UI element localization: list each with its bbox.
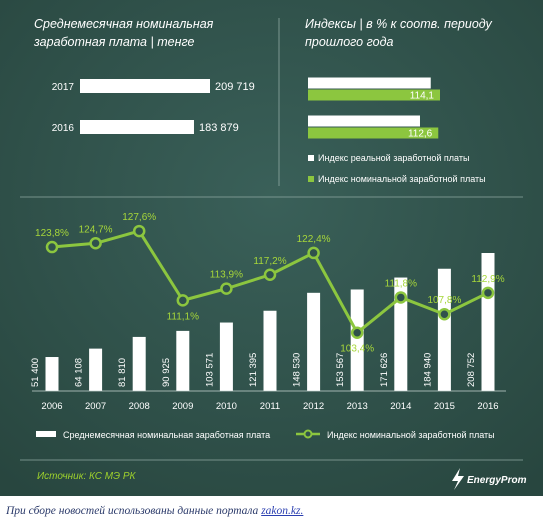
salary-value-label: 148 530	[292, 353, 303, 387]
energyprom-logo: EnergyProm	[452, 468, 527, 490]
salary-value-label: 103 571	[204, 353, 215, 387]
tl-year-label: 2017	[52, 82, 75, 93]
tl-bar	[80, 79, 210, 93]
top-right-title-line2: прошлого года	[305, 35, 393, 49]
legend-real-swatch	[308, 155, 314, 161]
tl-bar	[80, 120, 194, 134]
legend-bar-label: Среднемесячная номинальная заработная пл…	[63, 430, 270, 440]
salary-bar	[45, 357, 59, 391]
index-value-label: 107,8%	[427, 295, 461, 306]
legend-nominal-label: Индекс номинальной заработной платы	[318, 174, 486, 184]
x-tick-label: 2011	[260, 401, 280, 412]
tr-real-value-label: 96,8	[395, 117, 415, 128]
index-point	[132, 224, 146, 238]
index-point	[394, 291, 408, 304]
index-value-label: 124,7%	[79, 224, 113, 235]
top-left-chart: 2017 209 719 2016 183 879	[52, 79, 255, 134]
salary-value-label: 184 940	[422, 353, 433, 387]
source-link[interactable]: zakon.kz.	[261, 505, 304, 517]
logo-text: EnergyProm	[467, 475, 527, 486]
index-point	[45, 240, 59, 254]
index-value-label: 112,9%	[471, 274, 504, 285]
x-tick-label: 2006	[41, 401, 62, 412]
index-value-label: 103,4%	[340, 344, 374, 355]
salary-value-label: 81 810	[117, 358, 128, 387]
salary-value-label: 121 395	[248, 353, 259, 387]
salary-bar	[307, 292, 321, 391]
panel-background	[0, 0, 543, 496]
legend-line-label: Индекс номинальной заработной платы	[327, 430, 495, 440]
tr-nominal-value-label: 114,1	[410, 91, 435, 102]
index-point	[263, 268, 277, 282]
index-point	[220, 282, 233, 295]
x-tick-label: 2016	[477, 401, 498, 412]
index-point	[89, 237, 102, 250]
caption-text: При сборе новостей использованы данные п…	[6, 505, 262, 517]
tr-nominal-bar	[308, 89, 440, 101]
tr-real-bar	[308, 115, 420, 127]
x-tick-label: 2010	[216, 401, 237, 412]
index-point	[307, 246, 320, 260]
salary-bar	[437, 268, 451, 391]
index-point	[350, 326, 364, 339]
index-value-label: 111,1%	[167, 311, 200, 322]
tr-real-bar	[308, 77, 431, 89]
legend-line-marker	[303, 429, 313, 439]
salary-value-label: 171 626	[379, 353, 390, 387]
x-tick-label: 2008	[129, 401, 150, 412]
salary-value-label: 153 567	[335, 353, 346, 387]
index-value-label: 117,2%	[253, 256, 286, 267]
caption: При сборе новостей использованы данные п…	[6, 505, 303, 517]
bottom-combo-chart: 51 400 2006 64 108 2007 81 810 2008 90 925 2009…	[30, 212, 506, 412]
index-value-label: 122,4%	[297, 234, 331, 245]
legend-nominal-swatch	[308, 176, 314, 182]
legend-real-label: Индекс реальной заработной платы	[318, 153, 469, 163]
index-value-label: 113,9%	[210, 270, 243, 281]
legend-bar-swatch	[36, 431, 56, 437]
infographic-svg: Среднемесячная номинальная заработная пл…	[0, 0, 543, 496]
index-value-label: 111,8%	[385, 278, 418, 289]
x-tick-label: 2013	[347, 401, 368, 412]
index-point	[438, 307, 451, 321]
infographic-panel: Среднемесячная номинальная заработная пл…	[0, 0, 543, 496]
index-value-label: 123,8%	[35, 228, 69, 239]
tl-year-label: 2016	[52, 123, 75, 134]
salary-bar	[176, 330, 190, 391]
tl-value-label: 183 879	[199, 122, 239, 134]
top-left-title-line2: заработная плата | тенге	[33, 35, 194, 49]
bolt-icon	[452, 468, 464, 490]
x-tick-label: 2012	[303, 401, 324, 412]
x-tick-label: 2009	[172, 401, 193, 412]
x-tick-label: 2015	[434, 401, 455, 412]
source-text: Источник: КС МЭ РК	[37, 471, 137, 482]
index-point	[481, 286, 495, 300]
top-right-title-line1: Индексы | в % к соотв. периоду	[305, 17, 493, 31]
salary-value-label: 208 752	[466, 353, 477, 387]
salary-bar	[263, 310, 277, 391]
salary-value-label: 90 925	[161, 358, 172, 387]
salary-value-label: 64 108	[74, 358, 85, 387]
top-left-title-line1: Среднемесячная номинальная	[34, 17, 214, 31]
salary-value-label: 51 400	[30, 358, 41, 387]
tr-real-value-label: 106,1	[400, 79, 425, 90]
x-tick-label: 2007	[85, 401, 106, 412]
salary-bar	[89, 348, 103, 391]
salary-bar	[350, 289, 364, 391]
x-tick-label: 2014	[390, 401, 411, 412]
salary-bar	[132, 336, 146, 391]
index-point	[176, 294, 190, 307]
salary-bar	[394, 277, 408, 391]
tr-nominal-bar	[308, 127, 439, 139]
index-value-label: 127,6%	[122, 212, 156, 223]
salary-bar	[219, 322, 233, 391]
tr-nominal-value-label: 112,6	[408, 129, 433, 140]
tl-value-label: 209 719	[215, 81, 255, 93]
